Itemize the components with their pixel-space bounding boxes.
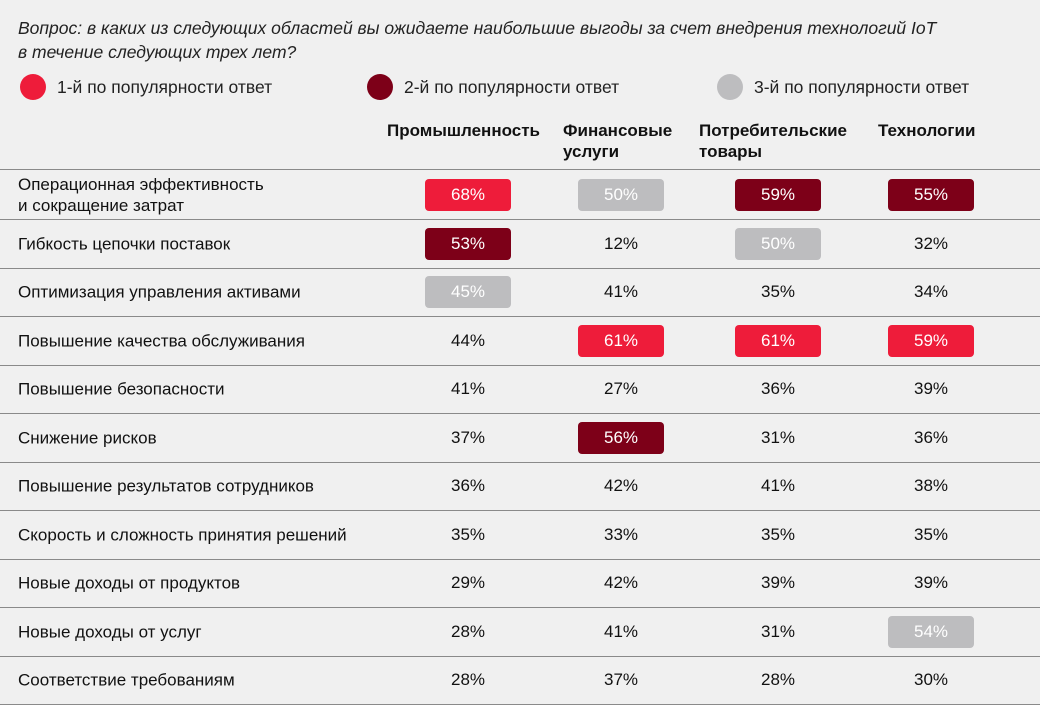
- row-label: Соответствие требованиям: [18, 670, 235, 690]
- red-dot-icon: [20, 74, 46, 100]
- value-cell: 33%: [603, 524, 639, 544]
- value-cell: 28%: [760, 670, 796, 690]
- value-cell: 37%: [450, 427, 486, 447]
- value-cell: 27%: [603, 379, 639, 399]
- row-label: Снижение рисков: [18, 428, 157, 448]
- table-row: Операционная эффективность и сокращение …: [0, 169, 1040, 219]
- table-row: Оптимизация управления активами 45% 41% 35%…: [0, 267, 1040, 317]
- table-row: Новые доходы от продуктов 29% 42% 39% 39%: [0, 558, 1040, 608]
- value-cell: 35%: [760, 524, 796, 544]
- value-cell: 31%: [760, 621, 796, 641]
- row-label: Оптимизация управления активами: [18, 282, 301, 302]
- row-label: Скорость и сложность принятия решений: [18, 525, 347, 545]
- row-label: Новые доходы от продуктов: [18, 573, 241, 593]
- value-cell: 34%: [913, 282, 949, 302]
- value-cell: 30%: [913, 670, 949, 690]
- value-badge-rank-3: 50%: [578, 178, 664, 211]
- value-cell: 35%: [450, 524, 486, 544]
- value-cell: 28%: [450, 670, 486, 690]
- value-cell: 39%: [913, 573, 949, 593]
- column-header: Финансовые услуги: [563, 121, 673, 161]
- value-cell: 38%: [913, 476, 949, 496]
- column-header: Технологии: [878, 121, 976, 140]
- value-cell: 36%: [760, 379, 796, 399]
- value-badge-rank-2: 55%: [888, 178, 974, 211]
- value-cell: 44%: [450, 330, 486, 350]
- row-label: Повышение безопасности: [18, 379, 225, 399]
- table-row: Скорость и сложность принятия решений 35%…: [0, 510, 1040, 559]
- row-label: Новые доходы от услуг: [18, 622, 202, 642]
- value-cell: 41%: [603, 282, 639, 302]
- value-cell: 37%: [603, 670, 639, 690]
- table-row: Повышение качества обслуживания 44% 61% 61%…: [0, 316, 1040, 365]
- legend-label: 3-й по популярности ответ: [754, 76, 970, 97]
- table-row: Повышение результатов сотрудников 36% 42% 4…: [0, 461, 1040, 511]
- row-label: Операционная эффективность и сокращение …: [18, 174, 264, 215]
- table-row: Гибкость цепочки поставок 53% 12% 50% 32%: [0, 219, 1040, 268]
- row-label: Гибкость цепочки поставок: [18, 234, 231, 254]
- value-cell: 28%: [450, 621, 486, 641]
- table-row: Новые доходы от услуг 28% 41% 31% 54%: [0, 607, 1040, 656]
- value-cell: 35%: [760, 282, 796, 302]
- value-badge-rank-3: 45%: [425, 276, 511, 309]
- value-cell: 39%: [760, 573, 796, 593]
- value-cell: 35%: [913, 524, 949, 544]
- value-badge-rank-3: 54%: [888, 615, 974, 648]
- value-cell: 39%: [913, 379, 949, 399]
- value-badge-rank-1: 59%: [888, 324, 974, 357]
- value-badge-rank-2: 59%: [735, 178, 821, 211]
- value-cell: 31%: [760, 427, 796, 447]
- value-cell: 41%: [760, 476, 796, 496]
- value-badge-rank-1: 61%: [578, 324, 664, 357]
- table-row: Снижение рисков 37% 56% 31% 36%: [0, 413, 1040, 462]
- value-badge-rank-1: 61%: [735, 324, 821, 357]
- value-cell: 41%: [603, 621, 639, 641]
- row-label: Повышение результатов сотрудников: [18, 476, 314, 496]
- value-cell: 42%: [603, 476, 639, 496]
- column-header: Потребительские товары: [699, 121, 847, 161]
- row-label: Повышение качества обслуживания: [18, 331, 305, 351]
- question-text: Вопрос: в каких из следующих областей вы…: [18, 16, 1028, 64]
- column-header: Промышленность: [387, 121, 540, 140]
- dark-red-dot-icon: [367, 74, 393, 100]
- value-badge-rank-2: 53%: [425, 227, 511, 260]
- legend-rank-2: 2-й по популярности ответ: [367, 74, 619, 100]
- value-cell: 36%: [450, 476, 486, 496]
- value-cell: 32%: [913, 233, 949, 253]
- value-cell: 29%: [450, 573, 486, 593]
- question-line-2: в течение следующих трех лет?: [18, 42, 297, 62]
- value-cell: 36%: [913, 427, 949, 447]
- table-row: Соответствие требованиям 28% 37% 28% 30%: [0, 655, 1040, 705]
- value-badge-rank-2: 56%: [578, 421, 664, 454]
- value-cell: 42%: [603, 573, 639, 593]
- question-line-1: Вопрос: в каких из следующих областей вы…: [18, 18, 937, 38]
- value-badge-rank-3: 50%: [735, 227, 821, 260]
- gray-dot-icon: [717, 74, 743, 100]
- legend-label: 2-й по популярности ответ: [404, 76, 620, 97]
- value-cell: 12%: [603, 233, 639, 253]
- legend-rank-3: 3-й по популярности ответ: [717, 74, 969, 100]
- table-row: Повышение безопасности 41% 27% 36% 39%: [0, 364, 1040, 414]
- value-badge-rank-1: 68%: [425, 178, 511, 211]
- value-cell: 41%: [450, 379, 486, 399]
- results-table: Операционная эффективность и сокращение …: [0, 169, 1040, 705]
- legend-rank-1: 1-й по популярности ответ: [20, 74, 272, 100]
- legend-label: 1-й по популярности ответ: [57, 76, 273, 97]
